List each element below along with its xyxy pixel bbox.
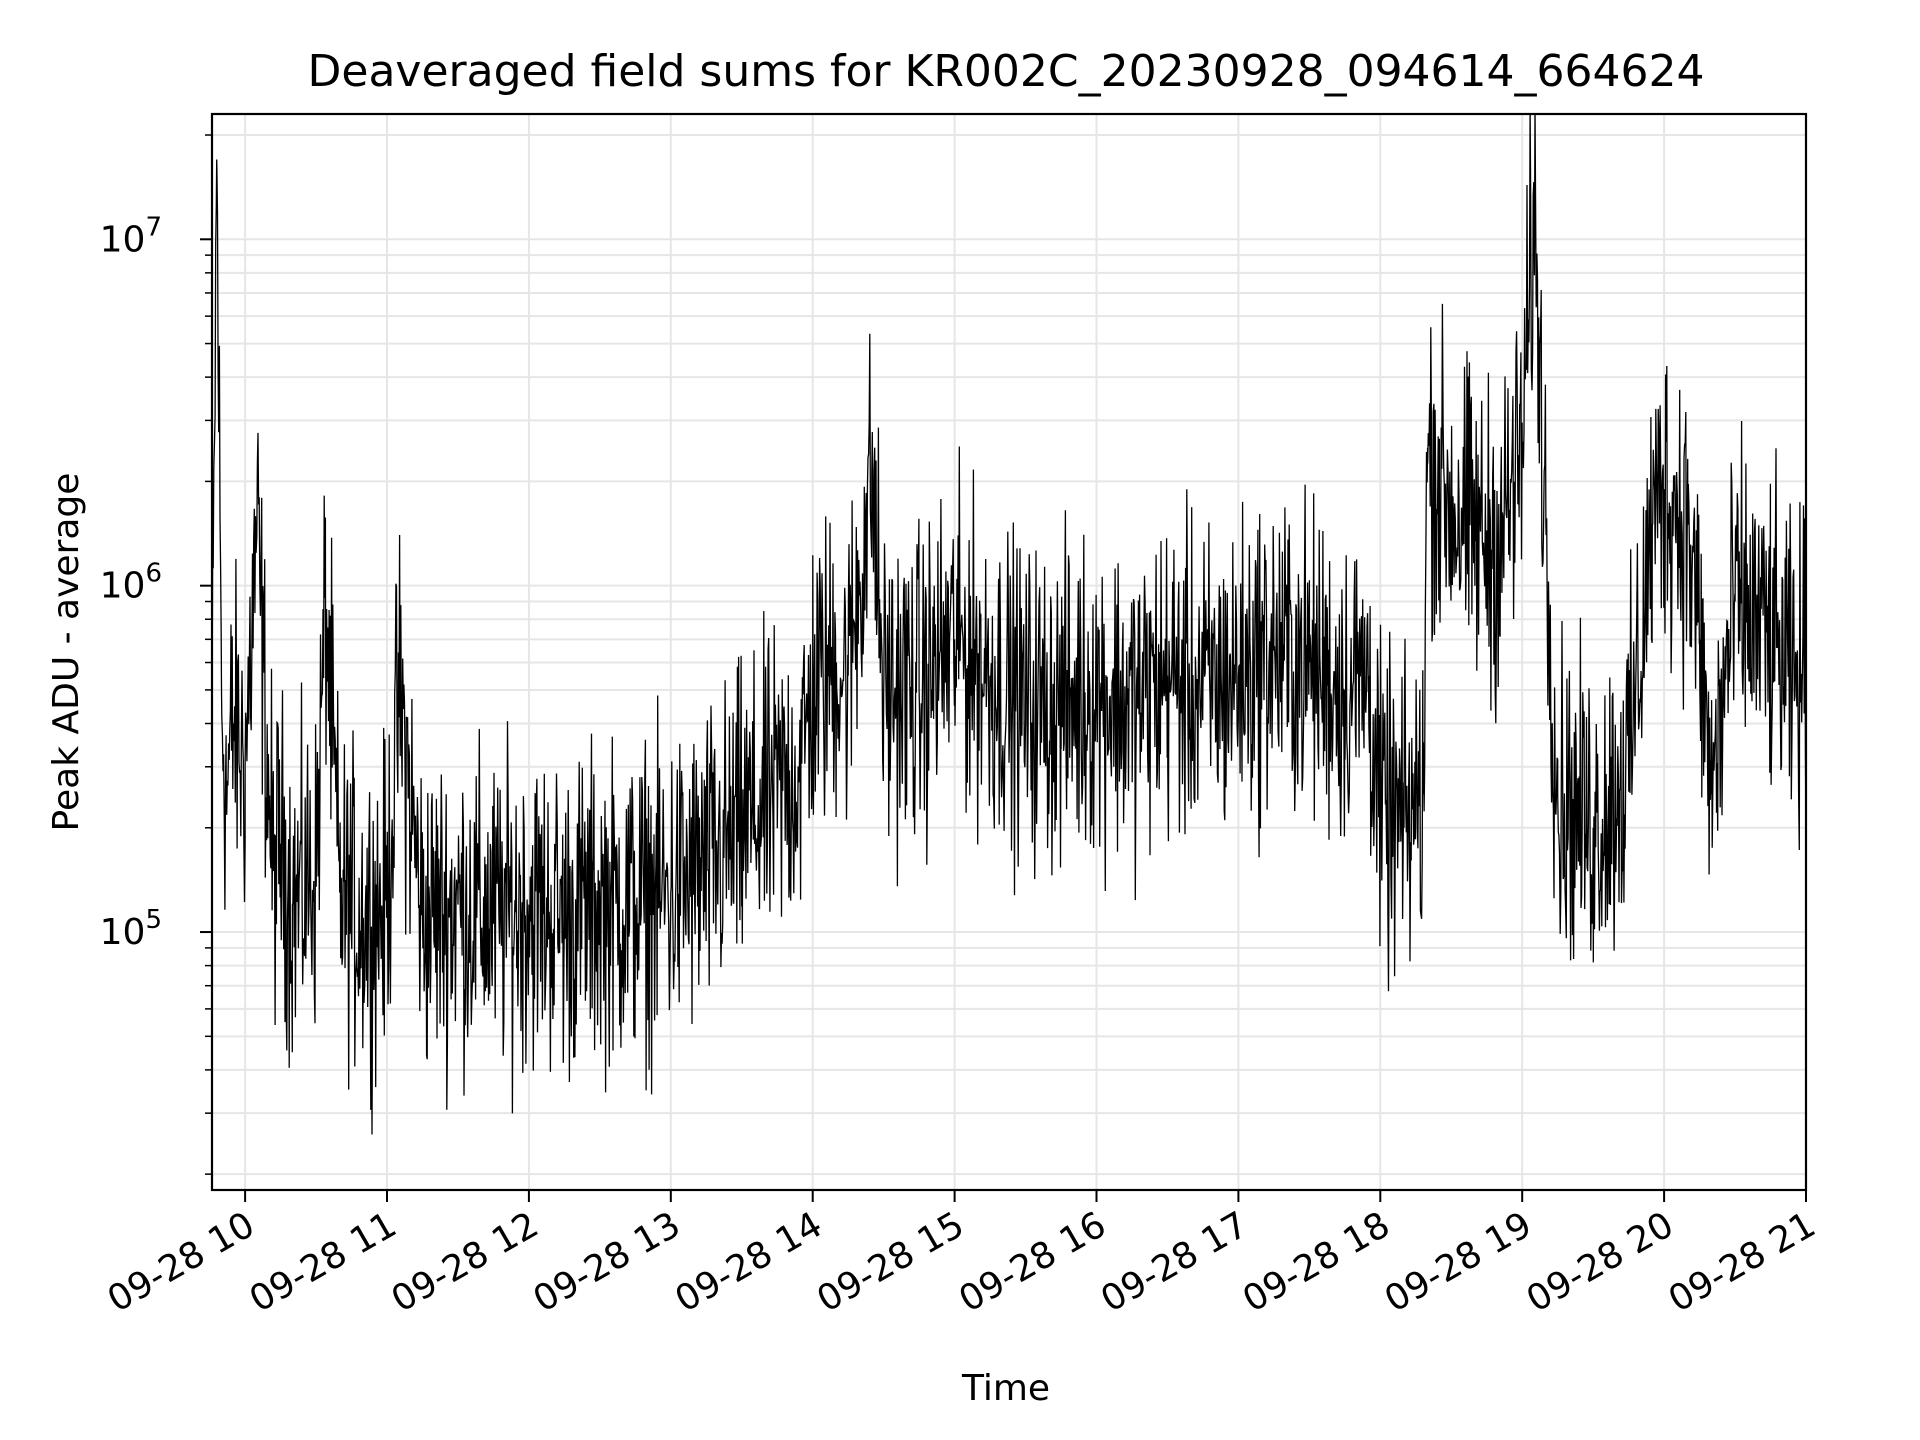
y-tick-label: 105 [100,905,162,953]
y-tick-label: 107 [100,212,162,260]
plot-frame [210,112,1808,1192]
y-axis: 105 106 107 [100,134,212,1175]
grid [212,114,1807,1190]
series-line [212,114,1806,1135]
y-tick-label: 106 [100,559,162,607]
y-axis-label: Peak ADU - average [46,473,87,832]
chart-title: Deaveraged field sums for KR002C_2023092… [308,46,1705,97]
x-axis-label: Time [961,1368,1050,1409]
